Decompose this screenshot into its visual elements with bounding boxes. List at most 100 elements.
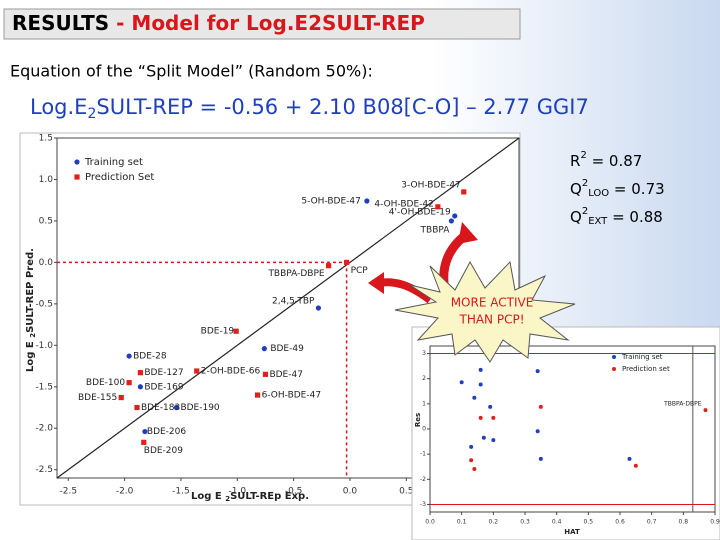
- point: [627, 456, 632, 461]
- legend-label: Prediction set: [622, 365, 670, 373]
- point: [137, 384, 143, 390]
- point: [325, 263, 332, 269]
- legend-marker: [612, 367, 616, 371]
- point: [481, 435, 486, 440]
- point: [459, 380, 464, 385]
- point: [142, 428, 148, 435]
- title-rest: - Model for Log.E2SULT-REP: [109, 11, 425, 35]
- legend-label: Prediction Set: [85, 172, 154, 183]
- legend-label: Training set: [84, 157, 143, 168]
- point: [491, 438, 496, 443]
- point: [262, 371, 269, 377]
- stat-base: R: [570, 152, 580, 170]
- point: [134, 404, 140, 411]
- x-tick-label: 0.9: [710, 519, 720, 526]
- x-axis-label-part: SULT-REp Exp.: [230, 491, 309, 502]
- x-tick-label: 0.5: [399, 487, 413, 497]
- arrow-head: [368, 272, 384, 294]
- stat: Q2LOO = 0.73: [570, 178, 665, 199]
- point: [233, 328, 239, 334]
- y-axis-label: Res: [414, 413, 422, 427]
- point: [137, 370, 143, 376]
- x-axis-label-part: HAT: [564, 528, 580, 536]
- legend-marker: [74, 174, 80, 180]
- point: [452, 213, 458, 219]
- point: [173, 404, 180, 411]
- equation-post: SULT-REP = -0.56 + 2.10 B08[C-O] – 2.77 …: [96, 95, 588, 119]
- y-tick-label: 3: [422, 350, 426, 357]
- point: [478, 382, 483, 387]
- point: [254, 392, 261, 398]
- equation-pre: Log.E: [30, 95, 87, 119]
- x-tick-label: 0.0: [343, 487, 358, 497]
- title-box: [3, 8, 521, 40]
- point: [315, 305, 322, 311]
- point-label: BDE-19: [201, 327, 235, 337]
- x-tick-label: 0.0: [425, 519, 435, 526]
- x-tick-label: -1.5: [172, 487, 190, 497]
- point: [538, 404, 543, 409]
- point-label: 2-OH-BDE-66: [201, 367, 261, 377]
- point: [478, 415, 483, 420]
- point: [491, 415, 496, 420]
- equation: Log.E2SULT-REP = -0.56 + 2.10 B08[C-O] –…: [30, 95, 589, 122]
- y-tick-label: -1.5: [35, 382, 53, 392]
- y-axis-label-part: Log E: [25, 338, 36, 372]
- starburst: [394, 260, 576, 363]
- y-tick-label: 1.5: [39, 134, 53, 144]
- y-axis-label-part: SULT-REP Pred.: [25, 248, 36, 333]
- x-tick-label: 0.2: [489, 519, 499, 526]
- x-tick-label: 0.8: [679, 519, 689, 526]
- x-axis-label: Log E 2SULT-REp Exp.: [191, 491, 309, 503]
- legend-label: Training set: [621, 353, 663, 361]
- point: [118, 394, 124, 401]
- point-label: 4-OH-BDE-42: [374, 199, 434, 209]
- point-label: BDE-169: [144, 382, 183, 392]
- identity-line: [56, 137, 520, 479]
- point-label: BDE-183: [141, 403, 180, 413]
- y-tick-label: 1: [422, 400, 426, 407]
- annotation: MORE ACTIVE: [451, 296, 534, 310]
- point: [194, 368, 200, 374]
- point: [633, 463, 638, 468]
- legend-marker: [612, 355, 616, 359]
- x-axis-label-part: Log E: [191, 491, 225, 502]
- point-label: BDE-155: [78, 393, 117, 403]
- y-axis-label-part: Res: [414, 413, 422, 427]
- stat-sup: 2: [582, 178, 588, 189]
- point: [343, 259, 350, 265]
- title-lead: RESULTS: [12, 11, 109, 35]
- y-tick-label: -1.0: [35, 341, 53, 351]
- point-label: BDE-206: [147, 427, 186, 437]
- point-label: TBBPA-DBPE: [663, 401, 702, 408]
- x-tick-label: -2.0: [116, 487, 134, 497]
- y-tick-label: 0.5: [39, 216, 53, 226]
- x-tick-label: 0.1: [457, 519, 467, 526]
- arrow-head: [458, 222, 478, 244]
- y-tick-label: -1: [420, 451, 426, 458]
- point-label: BDE-190: [180, 403, 219, 413]
- point: [538, 456, 543, 461]
- stat-text: = 0.87: [587, 152, 643, 170]
- point: [703, 408, 708, 413]
- point: [126, 380, 132, 386]
- point: [469, 458, 474, 463]
- stat-text: = 0.88: [607, 208, 663, 226]
- x-tick-label: 0.4: [552, 519, 562, 526]
- point: [435, 204, 441, 210]
- point: [469, 444, 474, 449]
- point-label: 6-OH-BDE-47: [262, 391, 322, 401]
- y-tick-label: 0.0: [39, 258, 54, 268]
- point: [364, 198, 370, 204]
- point: [448, 218, 454, 224]
- point-label: BDE-47: [269, 370, 303, 380]
- point: [488, 404, 493, 409]
- point-label: BDE-100: [86, 378, 125, 388]
- point: [535, 369, 540, 374]
- point: [472, 395, 477, 400]
- stat-base: Q: [570, 180, 582, 198]
- stat: R2 = 0.87: [570, 150, 642, 170]
- y-tick-label: -2.0: [35, 424, 53, 434]
